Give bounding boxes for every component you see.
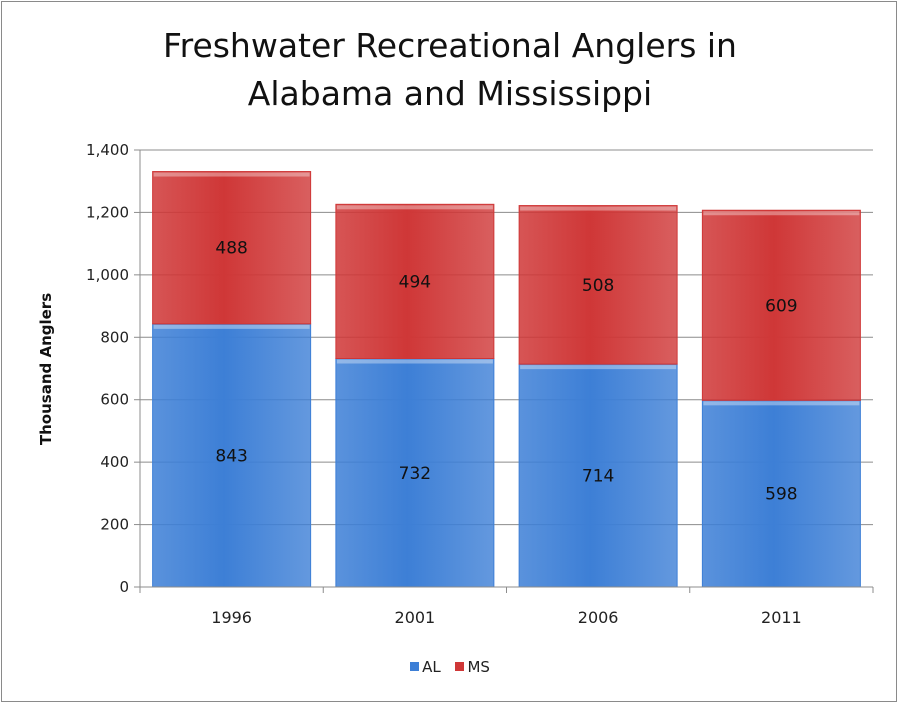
bar-highlight [153,324,310,329]
data-label-ms-2001: 494 [399,272,431,292]
y-tick-label: 1,000 [86,266,129,284]
bar-highlight [153,172,310,177]
y-tick-label: 1,400 [86,141,129,159]
bar-al-2011 [701,399,861,588]
chart-title-line-1: Freshwater Recreational Anglers in [163,26,737,65]
legend-label-ms: MS [467,657,490,676]
x-tick-label: 1996 [211,608,252,627]
legend: AL MS [0,657,900,676]
bar-highlight [520,206,677,211]
bar-al-2006 [518,363,678,588]
bar-ms-2006 [518,205,678,365]
bars [152,171,861,588]
data-label-al-2011: 598 [765,485,797,505]
bar-highlight [336,205,493,210]
legend-item-al: AL [410,658,441,676]
bar-ms-2001 [335,203,495,360]
data-label-al-1996: 843 [215,446,247,466]
tick-labels: 0 200 400 600 800 1,000 1,200 1,400 1996 2001 2006… [86,141,802,627]
axes [134,149,874,593]
y-tick-label: 800 [100,328,129,346]
bar-highlight [520,365,677,370]
y-tick-label: 400 [100,453,129,471]
y-tick-label: 0 [119,578,129,596]
data-label-al-2006: 714 [582,467,614,487]
legend-label-al: AL [422,657,441,676]
legend-item-ms: MS [455,657,490,676]
y-tick-label: 1,200 [86,203,129,221]
chart-title-line-2: Alabama and Mississippi [247,74,653,113]
bar-al-1996 [152,323,312,588]
data-labels: 843 488 732 494 714 508 598 609 [215,239,797,505]
data-label-ms-1996: 488 [215,239,247,259]
bar-ms-2011 [701,209,861,401]
x-tick-label: 2001 [395,608,436,627]
legend-swatch-al [410,662,420,671]
data-label-ms-2011: 609 [765,296,797,316]
x-tick-label: 2011 [761,608,802,627]
bar-highlight [703,211,860,216]
data-label-ms-2006: 508 [582,276,614,296]
bar-highlight [703,401,860,406]
x-tick-label: 2006 [578,608,619,627]
bar-highlight [336,359,493,364]
bar-ms-1996 [152,171,312,325]
y-tick-label: 600 [100,391,129,409]
y-tick-label: 200 [100,516,129,534]
chart-title: Freshwater Recreational Anglers in Alaba… [0,22,900,118]
data-label-al-2001: 732 [399,464,431,484]
legend-swatch-ms [455,662,465,671]
